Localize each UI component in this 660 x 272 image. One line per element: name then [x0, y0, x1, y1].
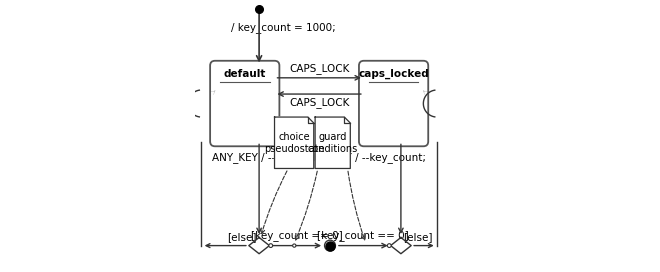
Circle shape — [325, 240, 335, 251]
Text: choice
pseudostate: choice pseudostate — [264, 132, 325, 154]
Text: [else]: [else] — [227, 232, 257, 242]
Text: CAPS_LOCK: CAPS_LOCK — [289, 63, 349, 74]
Circle shape — [292, 244, 296, 247]
Text: ANY_KEY / --key_count;: ANY_KEY / --key_count; — [306, 152, 426, 163]
Text: CAPS_LOCK: CAPS_LOCK — [289, 97, 349, 108]
Text: guard
conditions: guard conditions — [308, 132, 358, 154]
Circle shape — [269, 244, 273, 248]
Text: default: default — [224, 69, 266, 79]
Text: / key_count = 1000;: / key_count = 1000; — [231, 22, 335, 33]
FancyBboxPatch shape — [359, 61, 428, 146]
Polygon shape — [315, 117, 350, 168]
Text: [key_count == 0]: [key_count == 0] — [251, 230, 343, 241]
Text: ANY_KEY / --key_count;: ANY_KEY / --key_count; — [213, 152, 332, 163]
Text: [else]: [else] — [403, 232, 433, 242]
Polygon shape — [275, 117, 314, 168]
FancyBboxPatch shape — [210, 61, 279, 146]
Text: [key_count == 0]: [key_count == 0] — [317, 230, 409, 241]
Polygon shape — [391, 237, 411, 254]
Circle shape — [387, 244, 391, 248]
Text: caps_locked: caps_locked — [358, 69, 429, 79]
Polygon shape — [249, 237, 269, 254]
